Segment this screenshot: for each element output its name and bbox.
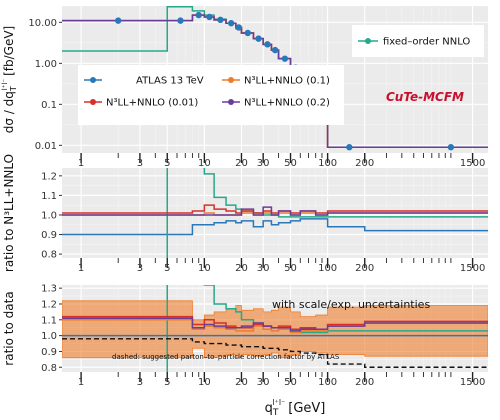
atlas-data-point — [281, 55, 289, 62]
uncertainty-annotation: with scale/exp. uncertainties — [272, 298, 430, 311]
x-tick-label: 1 — [78, 377, 84, 388]
x-tick-label: 20 — [235, 263, 248, 274]
watermark-logo: CuTe-MCFM — [386, 90, 464, 104]
legend-label: N³LL+NNLO (0.1) — [244, 76, 330, 87]
x-axis-label: qTl⁺l⁻ [GeV] — [265, 398, 326, 418]
x-tick-label: 100 — [318, 377, 337, 388]
atlas-data-point — [115, 17, 122, 24]
plot-area — [62, 285, 488, 372]
x-tick-label: 200 — [355, 263, 374, 274]
legend-swatch-dot — [90, 99, 96, 105]
legend-label: N³LL+NNLO (0.2) — [244, 98, 330, 109]
atlas-data-point — [271, 46, 279, 54]
y-tick-label: 0.9 — [41, 347, 57, 358]
x-tick-label: 3 — [137, 377, 143, 388]
x-tick-label: 5 — [164, 263, 170, 274]
legend-box — [78, 65, 344, 125]
x-tick-label: 1500 — [460, 263, 485, 274]
legend-label: ATLAS 13 TeV — [136, 76, 204, 87]
atlas-data-point — [217, 16, 224, 24]
x-tick-label: 20 — [235, 377, 248, 388]
x-tick-label: 100 — [318, 263, 337, 274]
x-tick-label: 5 — [164, 377, 170, 388]
correction-footnote: dashed: suggested parton–to–particle cor… — [112, 353, 340, 361]
x-tick-label: 20 — [235, 158, 248, 169]
atlas-data-point — [346, 144, 353, 151]
legend-swatch-dot — [365, 38, 371, 44]
legend-swatch-dot — [228, 99, 234, 105]
correction-factor-line — [62, 338, 488, 368]
y-tick-label: 0.9 — [41, 230, 57, 241]
y-tick-label: 1.0 — [41, 331, 57, 342]
y-tick-label: 1.2 — [41, 299, 57, 310]
atlas-data-point — [244, 29, 251, 37]
legend-label: fixed–order NNLO — [383, 37, 470, 48]
x-tick-label: 1500 — [460, 377, 485, 388]
atlas-data-point — [206, 13, 213, 21]
x-tick-label: 30 — [257, 263, 270, 274]
y-tick-label: 1.00 — [35, 59, 57, 70]
x-tick-label: 1500 — [460, 158, 485, 169]
y-tick-label: 1.0 — [41, 210, 57, 221]
legend-swatch-dot — [90, 77, 96, 83]
x-tick-label: 50 — [284, 377, 297, 388]
legend-fixed-order: fixed–order NNLO — [352, 25, 484, 57]
x-tick-label: 100 — [318, 158, 337, 169]
x-tick-label: 50 — [284, 263, 297, 274]
x-tick-label: 3 — [137, 263, 143, 274]
y-tick-label: 0.1 — [41, 100, 57, 111]
legend-swatch-dot — [228, 77, 234, 83]
panel-3: 0.8 0.9 1.0 1.1 1.2 1.3 1 3 5 10 20 30 50 100 200 1500 r… — [2, 284, 488, 388]
legend-main: ATLAS 13 TeV N³LL+NNLO (0.01) N³LL+NNLO (0… — [78, 65, 344, 125]
y-tick-label: 0.01 — [35, 141, 57, 152]
x-tick-label: 200 — [355, 158, 374, 169]
panel-2: 0.8 0.9 1.0 1.1 1.2 1 3 5 10 20 30 50 100 200 1500 rati… — [2, 154, 488, 274]
x-tick-label: 1 — [78, 263, 84, 274]
x-tick-label: 3 — [137, 158, 143, 169]
x-tick-label: 30 — [257, 158, 270, 169]
x-tick-label: 10 — [198, 263, 211, 274]
y-tick-label: 1.2 — [41, 171, 57, 182]
legend-label: N³LL+NNLO (0.01) — [106, 98, 198, 109]
x-tick-label: 50 — [284, 158, 297, 169]
atlas-data-point — [447, 144, 455, 151]
y-axis-label: ratio to N³LL+NNLO — [2, 154, 16, 272]
y-tick-label: 0.8 — [41, 250, 57, 261]
atlas-data-point — [264, 41, 271, 48]
y-tick-label: 1.1 — [41, 191, 57, 202]
y-axis-label: dσ / dqTl⁺l⁻[fb/GeV] — [1, 26, 18, 133]
x-tick-label: 10 — [198, 377, 211, 388]
y-axis-label: ratio to data — [2, 291, 16, 365]
plot-area — [62, 168, 488, 258]
y-tick-label: 10.00 — [28, 18, 57, 29]
atlas-data-point — [227, 20, 235, 27]
atlas-data-point — [235, 24, 242, 31]
x-tick-label: 1 — [78, 158, 84, 169]
x-tick-label: 10 — [198, 158, 211, 169]
y-tick-label: 1.3 — [41, 284, 57, 295]
series-n-ll-nnlo-0-2- — [62, 317, 488, 332]
y-tick-label: 1.1 — [41, 315, 57, 326]
panel-1: 0.01 0.1 1.00 10.00 1 3 5 10 20 30 50 100 200 1500 dσ … — [1, 6, 488, 169]
uncertainty-band — [62, 300, 488, 359]
x-tick-label: 200 — [355, 377, 374, 388]
y-tick-label: 0.8 — [41, 363, 57, 374]
series-atlas-13-tev — [62, 218, 488, 236]
atlas-data-point — [195, 11, 202, 19]
x-tick-label: 5 — [164, 158, 170, 169]
series-n-ll-nnlo-0-2- — [62, 206, 488, 216]
atlas-data-point — [177, 17, 184, 24]
atlas-data-point — [255, 35, 262, 42]
x-tick-label: 30 — [257, 377, 270, 388]
